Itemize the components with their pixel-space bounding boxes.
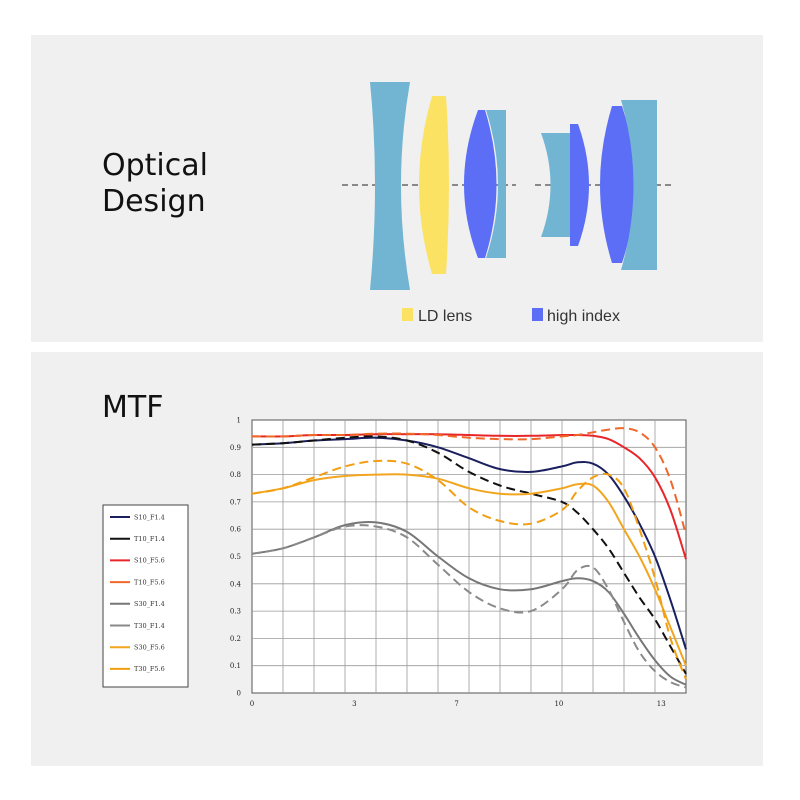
x-tick-label: 3 xyxy=(352,700,356,708)
high-index-element-2 xyxy=(570,124,589,246)
legend-label: T10_F5.6 xyxy=(134,578,165,586)
y-tick-label: 0.1 xyxy=(230,662,241,670)
x-tick-label: 13 xyxy=(657,700,666,708)
series-line-t30-f1-4 xyxy=(251,524,687,689)
lens-element-3 xyxy=(541,133,570,237)
y-tick-label: 1 xyxy=(237,417,241,425)
y-tick-label: 0.7 xyxy=(230,498,241,506)
legend-label: T10_F1.4 xyxy=(134,535,165,543)
legend-label: S30_F1.4 xyxy=(134,600,165,608)
high-index-element-1 xyxy=(464,110,497,258)
ld-lens-legend-swatch xyxy=(402,308,413,321)
chart-legend-items: S10_F1.4 T10_F1.4 S10_F5.6 T10_F5.6 S30_F1.4… xyxy=(110,513,165,673)
series-line-t30-f5-6 xyxy=(251,459,687,680)
tick-labels: 00.10.20.30.40.50.60.70.80.910 3 7 10 13 xyxy=(230,417,666,709)
optical-title-line2: Design xyxy=(102,184,206,219)
legend-label: S10_F1.4 xyxy=(134,513,165,521)
x-tick-label: 10 xyxy=(554,700,563,708)
ld-lens-legend-label: LD lens xyxy=(418,308,472,325)
legend-label: T30_F5.6 xyxy=(134,665,165,673)
data-lines xyxy=(251,427,687,689)
ld-lens-element xyxy=(419,96,449,274)
y-tick-label: 0.8 xyxy=(230,471,241,479)
optical-title-line1: Optical xyxy=(102,148,208,183)
chart-legend xyxy=(102,504,189,688)
y-tick-label: 0.9 xyxy=(230,444,241,452)
y-tick-label: 0.6 xyxy=(230,526,242,534)
x-tick-label: 0 xyxy=(250,700,254,708)
series-line-s10-f5-6 xyxy=(251,433,687,560)
optical-design-title: Optical Design xyxy=(102,148,208,220)
lens-element-1 xyxy=(370,82,410,290)
y-tick-label: 0 xyxy=(237,690,241,698)
lens-element-4 xyxy=(621,100,657,270)
legend-label: T30_F1.4 xyxy=(134,622,165,630)
y-tick-label: 0.4 xyxy=(230,580,242,588)
lens-element-2 xyxy=(486,110,506,258)
legend-label: S30_F5.6 xyxy=(134,644,165,652)
x-tick-label: 7 xyxy=(454,700,458,708)
high-index-legend-swatch xyxy=(532,308,543,321)
y-tick-label: 0.2 xyxy=(230,635,241,643)
mtf-title: MTF xyxy=(102,390,164,425)
high-index-legend-label: high index xyxy=(547,308,620,325)
series-line-s10-f1-4 xyxy=(251,436,687,650)
legend-label: S10_F5.6 xyxy=(134,557,165,565)
series-line-s30-f1-4 xyxy=(251,520,687,686)
y-tick-label: 0.5 xyxy=(230,553,241,561)
y-tick-label: 0.3 xyxy=(230,608,241,616)
high-index-element-3 xyxy=(600,106,635,263)
series-line-s30-f5-6 xyxy=(251,473,687,667)
